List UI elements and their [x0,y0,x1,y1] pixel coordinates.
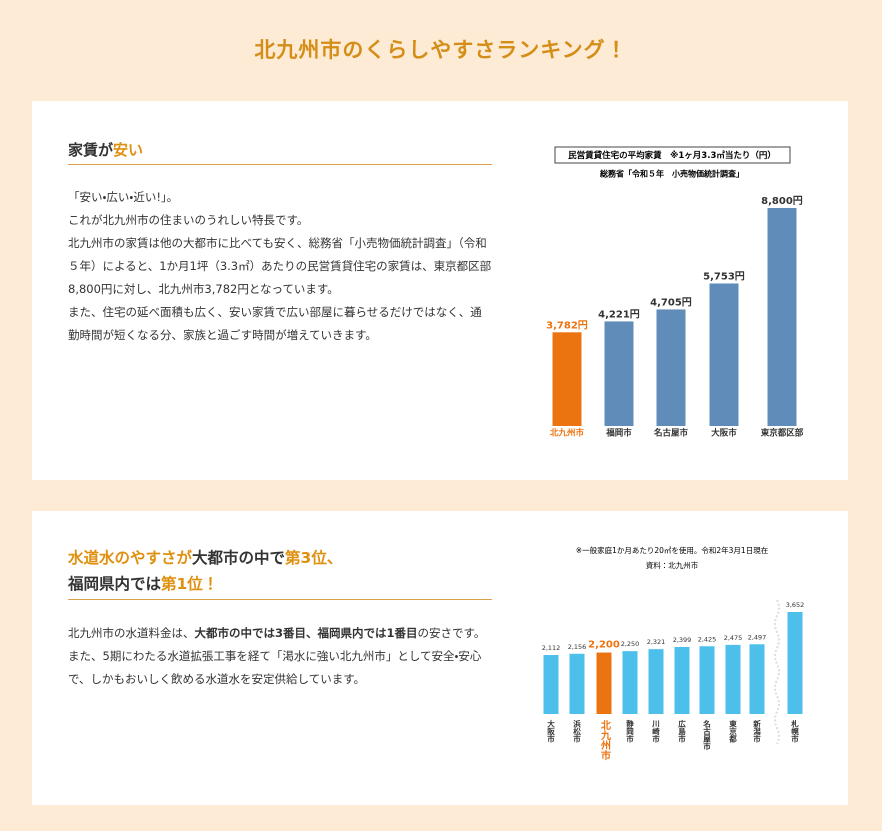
heading-accent: 第3位、 [285,549,343,567]
bar [699,646,715,714]
category-label: 東京都区部 [761,428,804,439]
category-label: 札幌市 [790,719,799,744]
text: 北九州市の水道料金は、 [68,626,195,640]
axis-break [774,599,780,745]
heading-text: 福岡県内では [68,575,162,593]
category-label: 福岡市 [605,428,632,439]
bar [656,309,686,426]
chart-note: ※一般家庭1か月あたり20㎡を使用。令和2年3月1日現在 [576,545,769,555]
chart-note: 資料：北九州市 [646,560,699,570]
value-label: 2,156 [568,643,587,651]
paragraph: これが北九州市の住まいのうれしい特長です。 [68,213,309,227]
value-label: 3,652 [786,601,805,609]
bar [648,649,664,714]
category-label: 大阪市 [711,428,737,439]
bold-text: 大都市の中では3番目、福岡県内では1番目 [194,626,418,640]
bar [749,644,765,714]
category-label: 北九州市 [550,428,585,439]
bar [596,652,612,714]
value-label: 2,475 [724,634,743,642]
paragraph: 北九州市の家賃は他の大都市に比べても安く、総務省「小売物価統計調査」（令和５年）… [68,236,492,296]
value-label: 2,321 [647,638,666,646]
bar [604,321,634,426]
paragraph: 北九州市の水道料金は、大都市の中では3番目、福岡県内では1番目の安さです。 [68,622,492,645]
bar [787,612,803,714]
text: の安さです。 [417,626,486,640]
heading-accent: 第1位！ [161,575,219,593]
value-label: 2,425 [698,635,717,643]
value-label: 2,200 [588,640,620,651]
bar [622,651,638,714]
heading-accent: 水道水のやすさが [68,549,193,567]
bar [725,644,741,714]
heading-text: 大都市の中で [192,549,286,567]
body-text: 北九州市の水道料金は、大都市の中では3番目、福岡県内では1番目の安さです。 また… [68,622,492,691]
category-label: 東京都 [728,719,737,744]
value-label: 4,705円 [650,296,692,308]
category-label: 静岡市 [625,719,634,744]
value-label: 2,399 [673,636,692,644]
value-label: 2,112 [542,644,561,652]
heading: 家賃が安い [68,139,492,165]
bar [674,646,690,714]
value-label: 2,497 [748,633,767,641]
bar [767,208,797,426]
value-label: 3,782円 [546,319,588,331]
page-title: 北九州市のくらしやすさランキング！ [254,38,628,62]
body-text: 「安い・広い・近い!」。 これが北九州市の住まいのうれしい特長です。 北九州市の… [68,186,492,347]
chart-title: 民営賃貸住宅の平均家賃 ※1ヶ月3.3㎡当たり（円） [568,150,776,161]
paragraph: 「安い・広い・近い!」。 [68,190,179,204]
heading-text: 家賃が [68,141,114,159]
category-label: 浜松市 [572,719,581,744]
value-label: 4,221円 [598,308,640,320]
category-label: 名古屋市 [653,428,689,439]
paragraph: また、5期にわたる水道拡張工事を経て「渇水に強い北九州市」として安全・安心で、し… [68,649,482,686]
bar [709,283,739,426]
category-label: 新潟市 [752,719,761,744]
heading: 水道水のやすさが大都市の中で第3位、福岡県内では第1位！ [68,545,492,600]
heading-accent: 安い [113,141,144,159]
category-label: 川崎市 [651,720,660,744]
bar [543,655,559,714]
value-label: 5,753円 [703,270,745,282]
category-label: 北九州市 [599,719,612,761]
category-label: 広島市 [677,719,686,744]
chart-subtitle: 総務省「令和５年 小売物価統計調査」 [599,169,744,179]
paragraph: また、住宅の延べ面積も広く、安い家賃で広い部屋に暮らせるだけではなく、通勤時間が… [68,305,482,342]
bar [569,653,585,714]
category-label: 名古屋市 [702,719,711,752]
category-label: 大阪市 [546,719,555,744]
chart-title-box [554,146,791,164]
value-label: 2,250 [621,640,640,648]
bar [552,332,582,426]
value-label: 8,800円 [761,195,803,207]
